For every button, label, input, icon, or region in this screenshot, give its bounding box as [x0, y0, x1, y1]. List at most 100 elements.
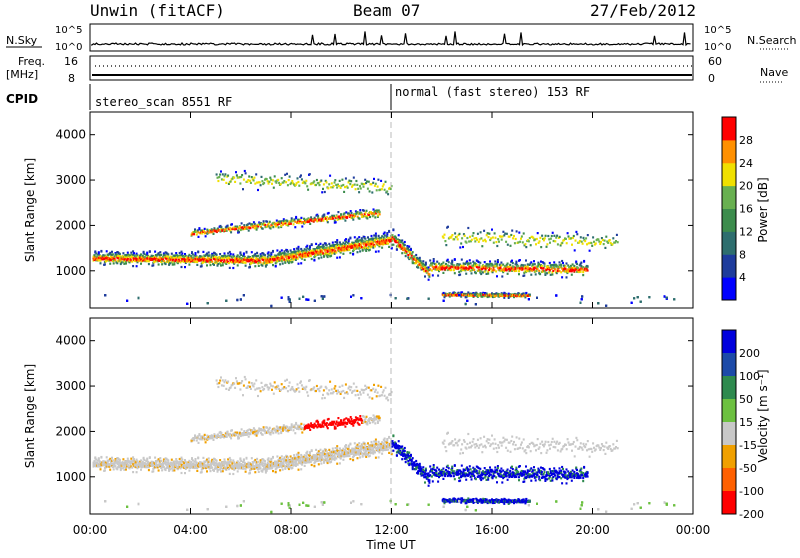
power-cell-3606 — [240, 298, 242, 300]
power-cell-1930 — [376, 209, 378, 211]
power-cell-589 — [222, 264, 224, 266]
power-cell-2654 — [443, 292, 445, 294]
power-cell-2490 — [541, 265, 543, 267]
power-cell-2224 — [463, 262, 465, 264]
power-cell-1466 — [384, 234, 386, 236]
power-cell-3584 — [225, 300, 227, 302]
power-cell-2969 — [459, 246, 461, 248]
power-cell-3089 — [565, 238, 567, 240]
power-cell-3590 — [314, 300, 316, 302]
power-cell-3337 — [381, 188, 383, 190]
power-cell-3268 — [320, 180, 322, 182]
power-cell-2284 — [480, 273, 482, 275]
power-cell-2185 — [451, 260, 453, 262]
power-cell-1208 — [339, 241, 341, 243]
power-cell-3154 — [220, 170, 222, 172]
power-cell-3294 — [343, 191, 345, 193]
power-cell-3021 — [505, 241, 507, 243]
power-cell-3283 — [334, 181, 336, 183]
power-cell-1993 — [404, 241, 406, 243]
power-colorbar-swatch-6 — [722, 140, 736, 163]
power-cell-3188 — [250, 182, 252, 184]
power-cell-2261 — [473, 269, 475, 271]
power-cell-1960 — [396, 248, 398, 250]
power-cell-2984 — [473, 232, 475, 234]
power-cell-583 — [220, 264, 222, 266]
velocity-cell-37 — [100, 456, 102, 458]
noise-frame — [90, 24, 693, 51]
power-cell-2136 — [437, 275, 439, 277]
power-cell-2415 — [519, 259, 521, 261]
power-cell-3607 — [281, 297, 283, 299]
power-colorbar-swatch-5 — [722, 163, 736, 186]
velocity-cell-108 — [116, 468, 118, 470]
power-cell-1908 — [366, 217, 368, 219]
velocity-cell-1072 — [315, 449, 317, 451]
power-cell-2070 — [421, 262, 423, 264]
power-cell-27 — [98, 251, 100, 253]
power-cell-826 — [271, 261, 273, 263]
power-cell-2971 — [461, 237, 463, 239]
velocity-cell-500 — [202, 457, 204, 459]
power-cell-2990 — [478, 241, 480, 243]
velocity-cell-941 — [291, 467, 293, 469]
power-colorbar-tick-4: 20 — [739, 180, 753, 193]
power-cell-657 — [237, 254, 239, 256]
power-cell-3080 — [557, 243, 559, 245]
velocity-cell-1088 — [318, 463, 320, 465]
power-cell-1391 — [371, 243, 373, 245]
velocity-cell-418 — [184, 472, 186, 474]
velocity-cell-131 — [121, 467, 123, 469]
power-cell-772 — [262, 256, 264, 258]
power-cell-35 — [100, 262, 102, 264]
power-cell-3235 — [291, 180, 293, 182]
velocity-cell-976 — [298, 454, 300, 456]
power-cell-1325 — [359, 250, 361, 252]
power-cell-1670 — [262, 228, 264, 230]
power-cell-2116 — [431, 269, 433, 271]
power-cell-3123 — [595, 242, 597, 244]
power-cell-1292 — [354, 236, 356, 238]
power-cell-3585 — [474, 294, 476, 296]
power-cell-3311 — [358, 191, 360, 193]
power-cell-2786 — [481, 296, 483, 298]
velocity-cell-554 — [214, 464, 216, 466]
power-cell-2252 — [471, 267, 473, 269]
velocity-cell-774 — [262, 465, 264, 467]
power-cell-2428 — [522, 264, 524, 266]
power-cell-494 — [201, 265, 203, 267]
power-cell-1655 — [256, 229, 258, 231]
power-cell-131 — [121, 261, 123, 263]
velocity-cell-882 — [282, 458, 284, 460]
noise-tick-top-right: 10^5 — [704, 25, 731, 36]
power-cell-3023 — [507, 244, 509, 246]
power-cell-76 — [109, 263, 111, 265]
power-cell-3592 — [321, 295, 323, 297]
power-cell-2336 — [495, 270, 497, 272]
power-cell-3246 — [301, 178, 303, 180]
velocity-cell-313 — [161, 469, 163, 471]
power-cell-656 — [237, 264, 239, 266]
velocity-cell-753 — [258, 471, 260, 473]
power-cell-1430 — [378, 250, 380, 252]
velocity-cell-868 — [279, 469, 281, 471]
velocity-cell-351 — [169, 468, 171, 470]
power-cell-3180 — [243, 179, 245, 181]
power-cell-1381 — [369, 249, 371, 251]
power-cell-401 — [181, 266, 183, 268]
power-cell-332 — [166, 255, 168, 257]
power-cell-1638 — [248, 230, 250, 232]
velocity-cell-254 — [148, 466, 150, 468]
velocity-cell-139 — [122, 458, 124, 460]
power-cell-3013 — [498, 241, 500, 243]
power-cell-2558 — [560, 264, 562, 266]
power-cell-3012 — [497, 238, 499, 240]
velocity-background — [90, 318, 693, 514]
power-cell-3276 — [327, 187, 329, 189]
power-cell-1479 — [386, 232, 388, 234]
power-cell-1806 — [322, 218, 324, 220]
power-cell-234 — [144, 253, 146, 255]
velocity-cell-579 — [219, 459, 221, 461]
power-cell-2994 — [481, 245, 483, 247]
power-cell-3091 — [567, 232, 569, 234]
